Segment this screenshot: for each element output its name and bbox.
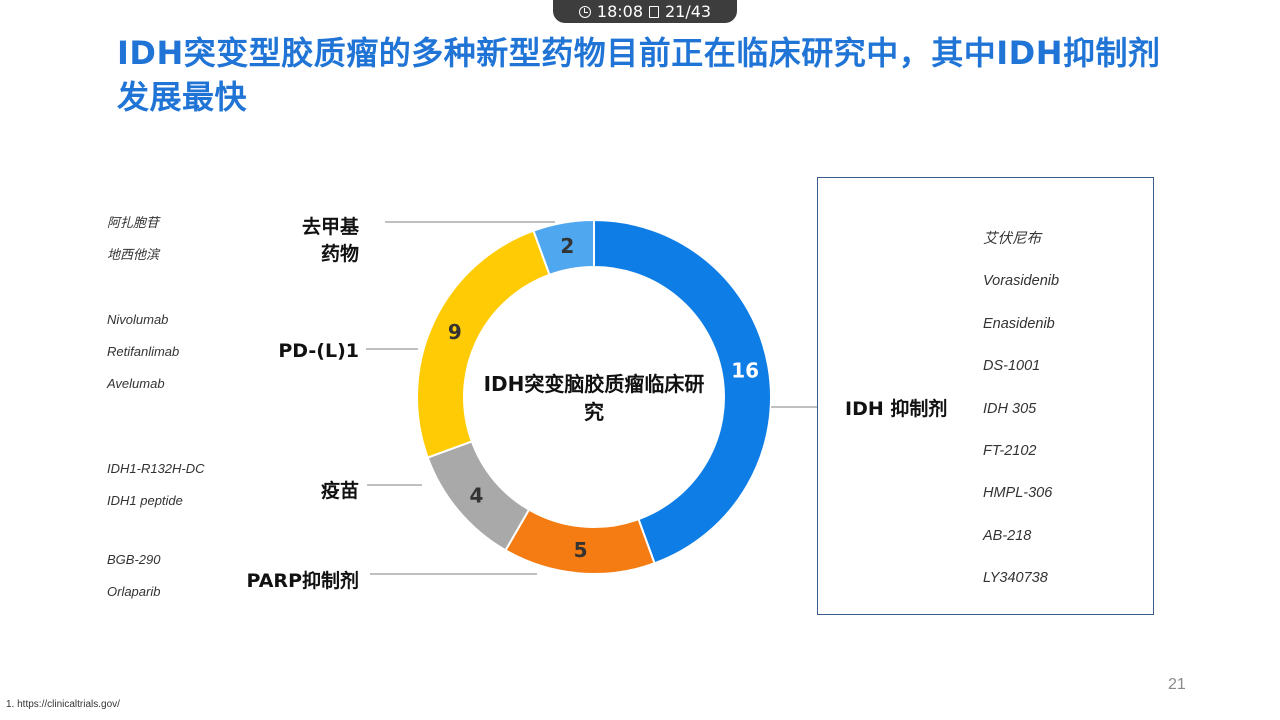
slice-value-label: 9	[448, 320, 462, 344]
drug-item: 艾伏尼布	[983, 231, 1041, 247]
drug-item: IDH1 peptide	[107, 493, 183, 508]
slice-value-label: 2	[560, 234, 574, 258]
page-icon	[649, 5, 659, 18]
footnote: 1. https://clinicaltrials.gov/	[6, 699, 120, 710]
parp-drug-list: BGB-290 Orlaparib	[107, 544, 160, 608]
drug-item: IDH1-R132H-DC	[107, 461, 205, 476]
drug-item: BGB-290	[107, 552, 161, 567]
drug-item: Avelumab	[107, 376, 165, 391]
page-number: 21	[1168, 676, 1186, 693]
donut-slice	[532, 218, 595, 277]
idh-drug-list: 艾伏尼布 Vorasidenib Enasidenib DS-1001 IDH …	[983, 224, 1059, 606]
pdl1-drug-list: Nivolumab Retifanlimab Avelumab	[107, 304, 179, 400]
drug-item: Retifanlimab	[107, 344, 180, 359]
status-time: 18:08	[596, 2, 643, 21]
drug-item: Enasidenib	[983, 315, 1055, 332]
vaccine-drug-list: IDH1-R132H-DC IDH1 peptide	[107, 453, 205, 517]
drug-item: IDH 305	[983, 400, 1037, 417]
demethyl-label: 去甲基 药物	[301, 216, 359, 265]
status-bar: 18:08 21/43	[553, 0, 737, 23]
drug-item: HMPL-306	[983, 485, 1053, 502]
demethyl-drug-list: 阿扎胞苷 地西他滨	[107, 207, 159, 271]
slice-value-label: 16	[731, 358, 759, 382]
drug-item: LY340738	[983, 570, 1048, 587]
slice-value-label: 5	[574, 538, 588, 562]
donut-slice	[593, 218, 772, 565]
idh-inhibitor-label: IDH 抑制剂	[845, 398, 948, 420]
drug-item: DS-1001	[983, 358, 1041, 375]
pdl1-label: PD-(L)1	[278, 340, 359, 362]
drug-item: Orlaparib	[107, 584, 161, 599]
parp-label: PARP抑制剂	[246, 570, 359, 592]
idh-inhibitor-box	[817, 177, 1154, 615]
drug-item: Nivolumab	[107, 312, 169, 327]
drug-item: AB-218	[983, 527, 1032, 544]
status-page: 21/43	[665, 2, 712, 21]
drug-item: 地西他滨	[107, 247, 160, 262]
slide-title: IDH突变型胶质瘤的多种新型药物目前正在临床研究中，其中IDH抑制剂发展最快	[117, 34, 1161, 116]
drug-item: 阿扎胞苷	[107, 215, 160, 230]
vaccine-label: 疫苗	[320, 480, 359, 502]
clock-icon	[578, 5, 591, 18]
chart-center-label: IDH突变脑胶质瘤临床研究	[483, 372, 705, 424]
drug-item: FT-2102	[983, 442, 1037, 459]
drug-item: Vorasidenib	[983, 273, 1060, 290]
slice-value-label: 4	[469, 484, 483, 508]
